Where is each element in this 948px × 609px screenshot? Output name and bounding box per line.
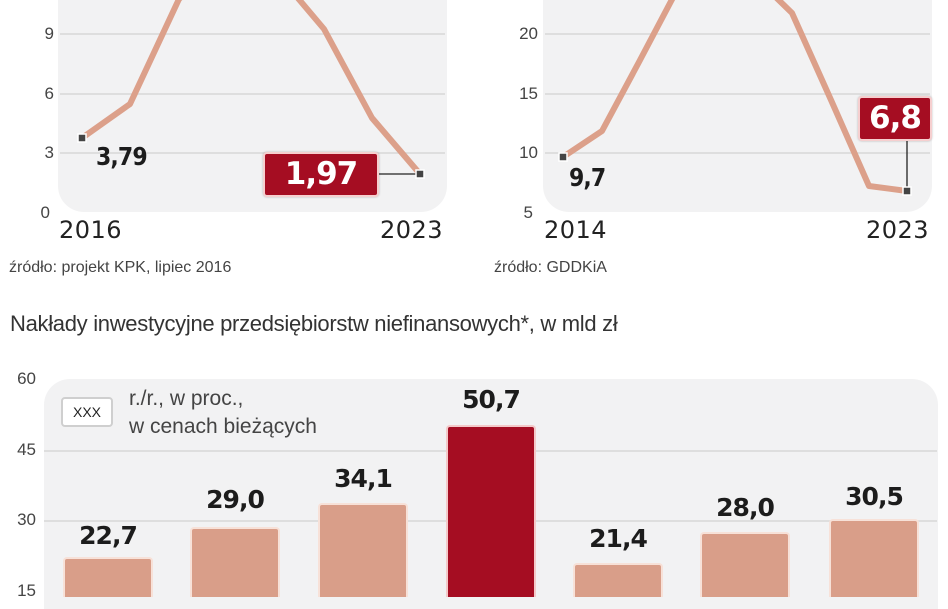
bar: [700, 532, 790, 597]
left-chart-start-marker: [77, 133, 87, 143]
bar-value-label: 22,7: [79, 521, 138, 550]
right-chart-line: [560, 0, 910, 194]
bar: [829, 519, 919, 597]
left-chart-ytick: 3: [44, 143, 54, 162]
right-chart-gridlines: [545, 33, 930, 154]
right-chart-start-marker: [558, 152, 568, 162]
right-chart-source: źródło: GDDKiA: [494, 259, 607, 276]
bar-chart-title: Nakłady inwestycyjne przedsiębiorstw nie…: [10, 311, 618, 336]
legend-swatch: XXX: [61, 397, 113, 427]
bar-value-label: 30,5: [845, 482, 904, 511]
left-chart-gridlines: [60, 33, 445, 154]
right-chart-plot: [545, 0, 930, 196]
bar: [63, 557, 153, 597]
left-chart-ytick: 9: [44, 24, 54, 43]
bar-value-label: 29,0: [206, 485, 265, 514]
bar-chart-ytick: 45: [17, 440, 36, 459]
right-chart-ytick: 15: [519, 84, 538, 103]
left-chart-x-end: 2023: [380, 216, 444, 244]
left-chart-end-value: 1,97: [263, 152, 379, 197]
right-chart-end-marker: [902, 186, 912, 196]
right-chart-start-value: 9,7: [569, 163, 606, 192]
bar: [190, 527, 280, 597]
right-chart-ytick: 20: [519, 24, 538, 43]
right-chart-ytick: 5: [523, 203, 533, 222]
bar: [318, 503, 408, 597]
legend-line-1: r./r., w proc.,: [129, 387, 244, 410]
left-chart-plot: [60, 0, 445, 179]
left-chart-start-value: 3,79: [96, 142, 148, 171]
left-chart-ytick: 6: [44, 84, 54, 103]
bar: [573, 563, 663, 597]
legend-line-2: w cenach bieżących: [129, 415, 317, 438]
bar-chart-ytick: 60: [17, 369, 36, 388]
right-chart-x-end: 2023: [866, 216, 930, 244]
right-chart-ytick: 10: [519, 143, 538, 162]
bar-highlighted: [446, 425, 536, 597]
right-chart-x-start: 2014: [544, 216, 608, 244]
left-chart-line: [79, 0, 423, 177]
bar-chart-ytick: 30: [17, 510, 36, 529]
left-chart-ytick: 0: [40, 203, 50, 222]
left-chart-end-marker: [415, 169, 425, 179]
bar-value-label: 21,4: [589, 524, 648, 553]
left-chart-source: źródło: projekt KPK, lipiec 2016: [9, 259, 232, 276]
bar-value-label: 28,0: [716, 493, 775, 522]
bar-value-label: 34,1: [334, 464, 393, 493]
right-chart-end-value: 6,8: [858, 96, 932, 141]
left-chart-x-start: 2016: [59, 216, 123, 244]
bar-chart-ytick: 15: [17, 581, 36, 600]
bar-value-label: 50,7: [462, 385, 521, 414]
